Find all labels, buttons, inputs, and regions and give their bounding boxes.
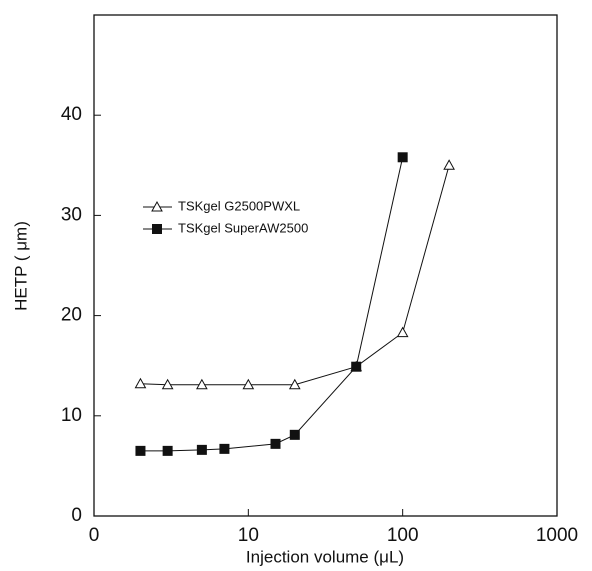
series-line: [140, 157, 404, 452]
marker-triangle: [242, 378, 255, 390]
y-axis-title: HETP ( μm): [11, 221, 30, 311]
marker-square: [351, 361, 362, 372]
y-tick-label: 40: [61, 104, 82, 125]
plot-frame: [93, 14, 558, 517]
x-axis-title: Injection volume (μL): [246, 547, 404, 566]
marker-square: [196, 444, 207, 455]
x-tick-label: 1000: [536, 525, 578, 546]
marker-square: [219, 443, 230, 454]
y-tick-label: 0: [71, 505, 82, 526]
y-tick-label: 30: [61, 204, 82, 225]
marker-square: [162, 445, 173, 456]
y-tick-label: 10: [61, 405, 82, 426]
legend-label: TSKgel G2500PWXL: [178, 198, 300, 213]
series-line: [140, 165, 450, 386]
x-tick-label: 10: [238, 525, 259, 546]
x-tick-label: 100: [387, 525, 419, 546]
marker-triangle: [134, 377, 147, 389]
marker-square: [270, 438, 281, 449]
marker-triangle: [288, 378, 301, 390]
marker-square: [397, 152, 408, 163]
marker-square: [135, 445, 146, 456]
marker-square: [289, 429, 300, 440]
marker-triangle: [151, 200, 163, 212]
y-tick-label: 20: [61, 305, 82, 326]
marker-triangle: [161, 378, 174, 390]
x-tick-label: 0: [89, 525, 100, 546]
marker-square: [152, 224, 162, 234]
marker-triangle: [196, 378, 208, 390]
marker-triangle: [443, 159, 455, 170]
marker-triangle: [396, 326, 409, 338]
legend-label: TSKgel SuperAW2500: [178, 220, 308, 235]
